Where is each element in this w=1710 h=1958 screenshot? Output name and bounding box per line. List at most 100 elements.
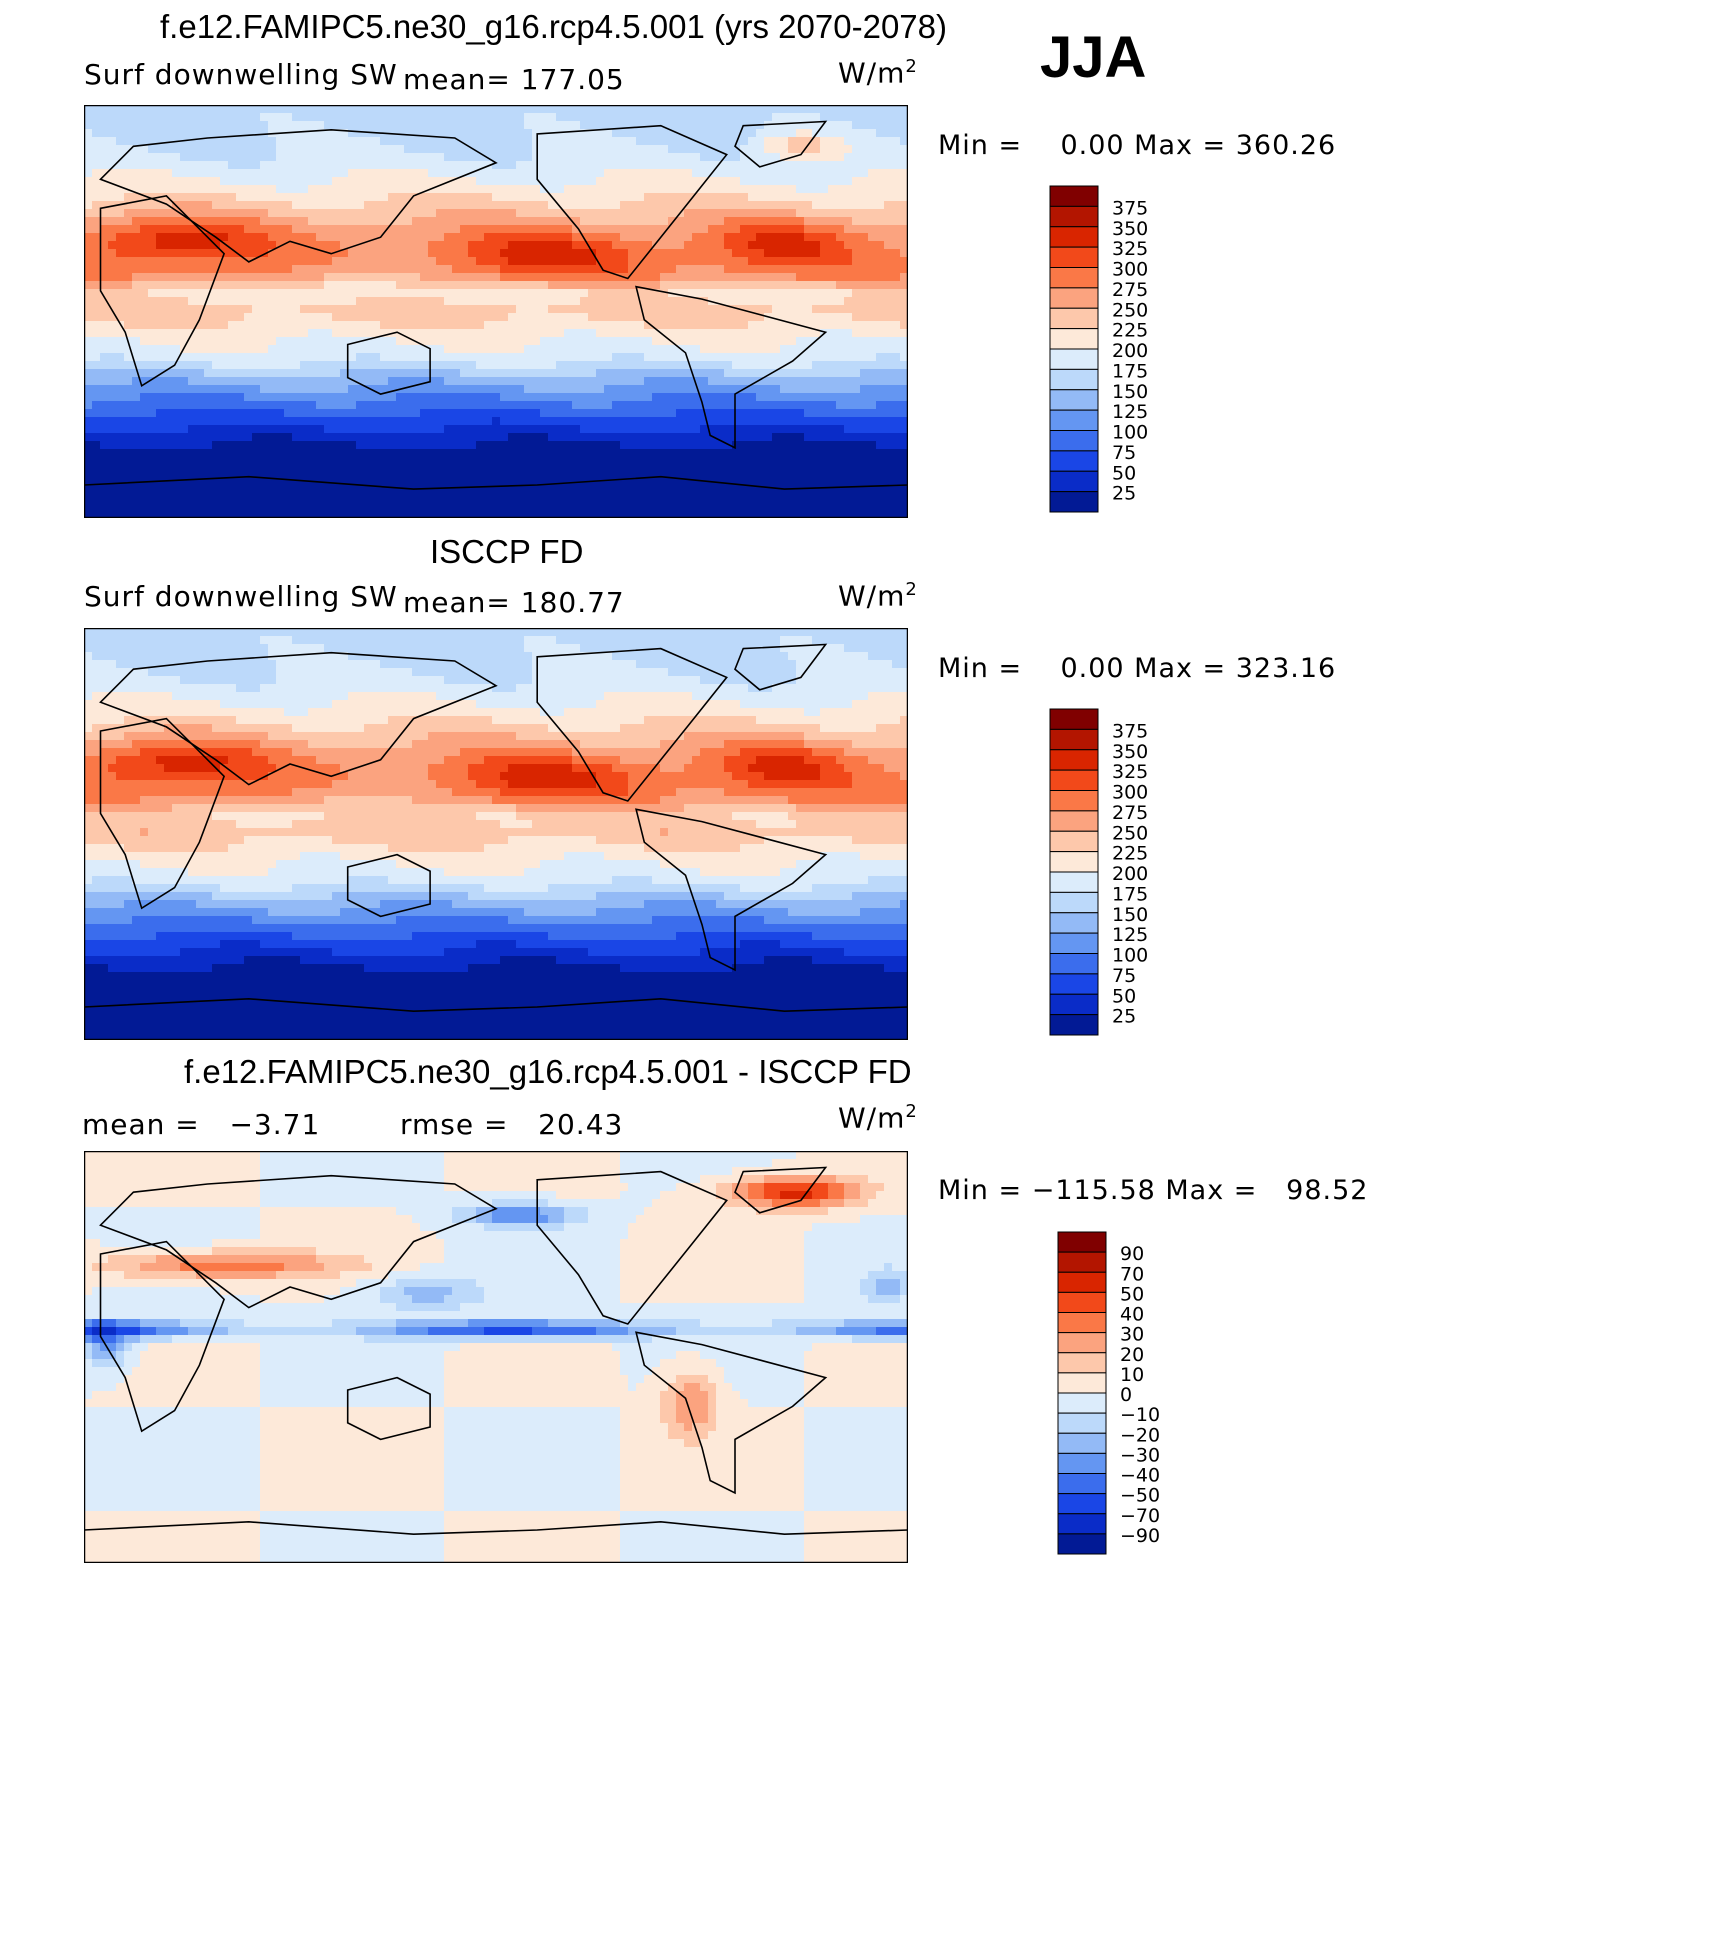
contour-cell (492, 369, 501, 378)
contour-cell (116, 281, 125, 290)
contour-cell (564, 169, 573, 178)
contour-cell (740, 289, 749, 298)
contour-cell (276, 401, 285, 410)
contour-cell (324, 337, 333, 346)
contour-cell (396, 353, 405, 362)
contour-cell (660, 465, 669, 474)
contour-cell (764, 249, 773, 258)
contour-cell (428, 465, 437, 474)
contour-cell (204, 489, 213, 498)
contour-cell (828, 257, 837, 266)
contour-cell (684, 417, 693, 426)
contour-cell (628, 369, 637, 378)
contour-cell (708, 377, 717, 386)
contour-cell (260, 465, 269, 474)
contour-cell (852, 225, 861, 234)
contour-cell (364, 281, 373, 290)
contour-cell (492, 257, 501, 266)
contour-cell (764, 449, 773, 458)
contour-cell (252, 129, 261, 138)
contour-cell (660, 257, 669, 266)
contour-cell (516, 457, 525, 466)
contour-cell (252, 297, 261, 306)
contour-cell (692, 369, 701, 378)
contour-cell (372, 321, 381, 330)
contour-cell (212, 121, 221, 130)
contour-cell (508, 457, 517, 466)
contour-cell (468, 297, 477, 306)
contour-cell (604, 465, 613, 474)
contour-cell (852, 121, 861, 130)
contour-cell (548, 481, 557, 490)
contour-cell (708, 457, 717, 466)
contour-cell (540, 289, 549, 298)
contour-cell (524, 185, 533, 194)
contour-cell (852, 481, 861, 490)
contour-cell (820, 193, 829, 202)
contour-cell (876, 225, 885, 234)
contour-cell (516, 361, 525, 370)
contour-cell (444, 113, 453, 122)
contour-cell (820, 273, 829, 282)
contour-cell (708, 385, 717, 394)
contour-cell (260, 433, 269, 442)
contour-cell (252, 209, 261, 218)
contour-cell (748, 225, 757, 234)
contour-cell (292, 425, 301, 434)
contour-cell (636, 409, 645, 418)
contour-cell (764, 353, 773, 362)
contour-cell (428, 313, 437, 322)
contour-cell (444, 465, 453, 474)
contour-cell (324, 345, 333, 354)
contour-cell (844, 417, 853, 426)
contour-cell (388, 313, 397, 322)
contour-cell (892, 473, 901, 482)
contour-cell (332, 441, 341, 450)
contour-cell (380, 177, 389, 186)
contour-cell (140, 281, 149, 290)
contour-cell (92, 289, 101, 298)
contour-cell (180, 145, 189, 154)
contour-cell (100, 121, 109, 130)
contour-cell (668, 273, 677, 282)
contour-cell (188, 417, 197, 426)
contour-cell (92, 441, 101, 450)
contour-cell (300, 113, 309, 122)
contour-cell (612, 233, 621, 242)
contour-cell (308, 449, 317, 458)
contour-cell (636, 121, 645, 130)
contour-cell (228, 457, 237, 466)
contour-cell (884, 417, 893, 426)
contour-cell (156, 281, 165, 290)
contour-cell (388, 417, 397, 426)
contour-cell (444, 297, 453, 306)
contour-cell (812, 345, 821, 354)
contour-cell (100, 321, 109, 330)
contour-cell (468, 409, 477, 418)
contour-cell (636, 289, 645, 298)
contour-cell (900, 321, 908, 330)
contour-cell (532, 257, 541, 266)
contour-cell (148, 161, 157, 170)
contour-cell (404, 241, 413, 250)
contour-cell (116, 377, 125, 386)
contour-cell (780, 449, 789, 458)
contour-cell (684, 153, 693, 162)
contour-cell (308, 217, 317, 226)
contour-cell (452, 473, 461, 482)
contour-cell (764, 193, 773, 202)
contour-cell (276, 473, 285, 482)
contour-cell (316, 329, 325, 338)
contour-cell (620, 289, 629, 298)
contour-cell (732, 409, 741, 418)
contour-cell (556, 153, 565, 162)
contour-cell (140, 257, 149, 266)
contour-cell (540, 353, 549, 362)
contour-cell (492, 457, 501, 466)
contour-cell (516, 225, 525, 234)
contour-cell (628, 305, 637, 314)
contour-cell (196, 273, 205, 282)
contour-cell (372, 113, 381, 122)
contour-cell (220, 257, 229, 266)
contour-cell (492, 345, 501, 354)
